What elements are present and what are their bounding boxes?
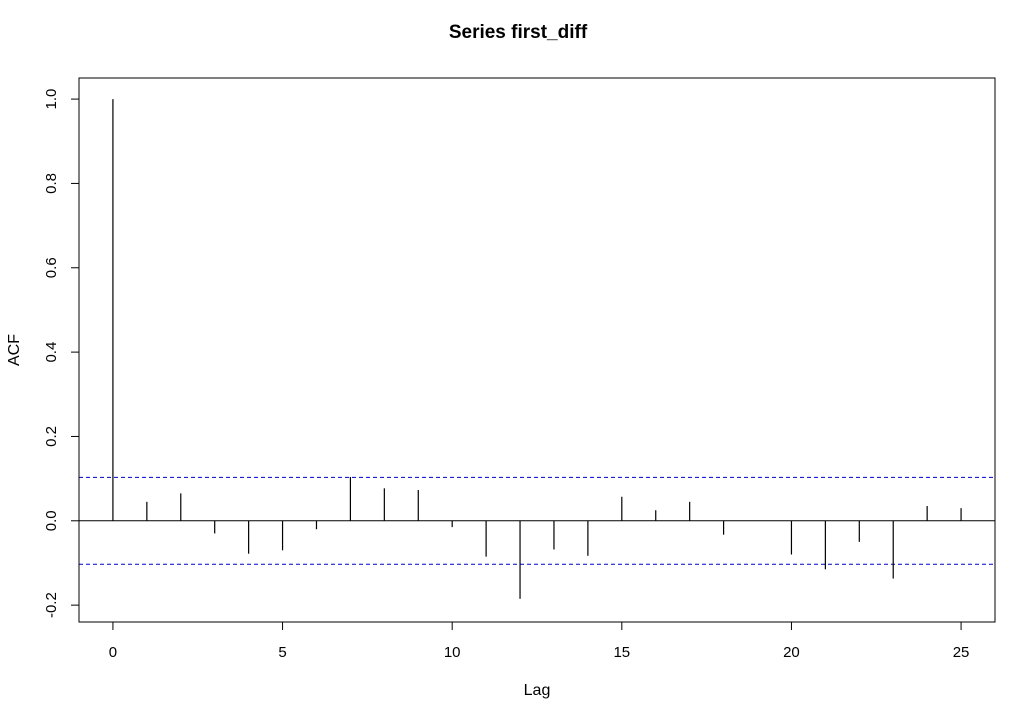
y-tick-label: -0.2 (43, 592, 60, 618)
acf-spikes (112, 99, 962, 599)
plot-frame (78, 77, 996, 623)
y-axis: -0.2 0.0 0.2 0.4 0.6 0.8 1.0 (43, 89, 80, 618)
y-tick-label: 1.0 (43, 89, 60, 110)
x-tick-label: 10 (444, 644, 461, 661)
y-tick-label: 0.8 (43, 173, 60, 194)
x-tick-label: 25 (953, 644, 970, 661)
y-tick-label: 0.4 (43, 342, 60, 363)
x-tick-label: 0 (109, 644, 117, 661)
x-axis-label: Lag (524, 682, 551, 699)
confidence-bounds (79, 476, 995, 565)
y-tick-label: 0.2 (43, 426, 60, 447)
x-tick-label: 5 (278, 644, 286, 661)
x-tick-label: 15 (613, 644, 630, 661)
x-axis: 0 5 10 15 20 25 (109, 621, 970, 661)
y-axis-label: ACF (6, 334, 23, 366)
y-tick-label: 0.0 (43, 510, 60, 531)
x-tick-label: 20 (783, 644, 800, 661)
chart-title: Series first_diff (448, 22, 588, 43)
y-tick-label: 0.6 (43, 257, 60, 278)
